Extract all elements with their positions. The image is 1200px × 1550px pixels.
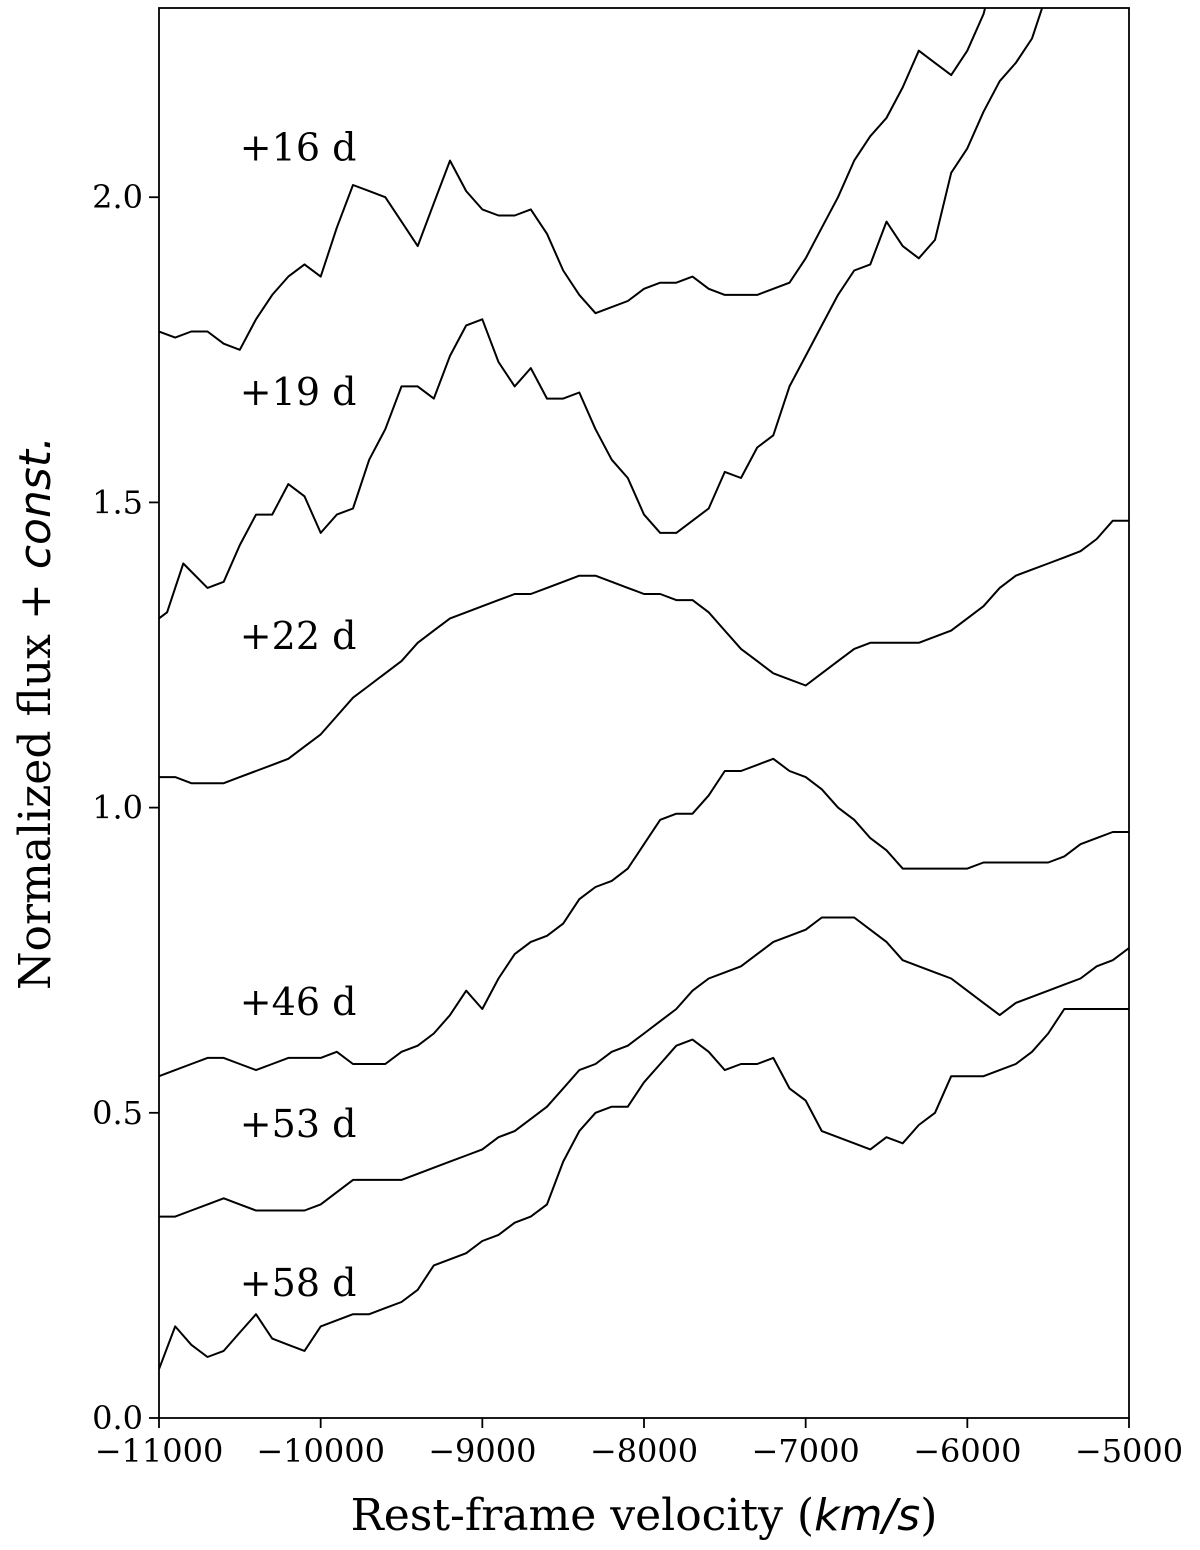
series-line-1 (159, 8, 1044, 620)
y-tick-label: 0.5 (92, 1094, 143, 1132)
series-line-3 (159, 757, 1129, 1078)
x-tick-label: −8000 (590, 1432, 698, 1470)
x-axis-label: Rest-frame velocity (km/s) (351, 1490, 938, 1541)
x-tick-label: −10000 (256, 1432, 385, 1470)
x-tick-label: −9000 (428, 1432, 536, 1470)
plot-frame (158, 7, 1130, 1419)
series-label-4: +53 d (240, 1102, 357, 1146)
series-label-5: +58 d (240, 1261, 357, 1305)
y-axis-ticks: 0.0 0.5 1.0 1.5 2.0 (92, 178, 159, 1437)
series-line-0 (159, 8, 987, 351)
series-layer (159, 8, 1129, 1370)
x-axis-ticks: −11000 −10000 −9000 −8000 −7000 −6000 −5000 (95, 1418, 1183, 1470)
x-tick-label: −11000 (95, 1432, 224, 1470)
series-label-2: +22 d (240, 614, 357, 658)
x-tick-label: −6000 (913, 1432, 1021, 1470)
series-label-0: +16 d (240, 126, 357, 170)
series-line-2 (159, 519, 1129, 785)
y-axis-label: Normalized flux + const. (10, 436, 61, 990)
series-line-4 (159, 916, 1129, 1218)
series-label-layer: +16 d +19 d +22 d +46 d +53 d +58 d (240, 126, 357, 1305)
x-tick-label: −7000 (752, 1432, 860, 1470)
series-line-5 (159, 1008, 1129, 1370)
series-label-3: +46 d (240, 980, 357, 1024)
y-tick-label: 1.0 (92, 789, 143, 827)
y-tick-label: 0.0 (92, 1399, 143, 1437)
y-tick-label: 2.0 (92, 178, 143, 216)
y-tick-label: 1.5 (92, 483, 143, 521)
series-label-1: +19 d (240, 370, 357, 414)
x-tick-label: −5000 (1075, 1432, 1183, 1470)
